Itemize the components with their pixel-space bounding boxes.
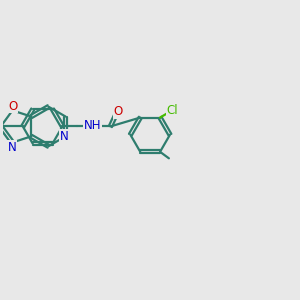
Text: N: N <box>60 130 68 143</box>
Text: N: N <box>8 141 16 154</box>
Text: Cl: Cl <box>167 104 178 117</box>
Text: O: O <box>114 105 123 118</box>
Text: O: O <box>8 100 18 112</box>
Text: NH: NH <box>84 119 101 132</box>
